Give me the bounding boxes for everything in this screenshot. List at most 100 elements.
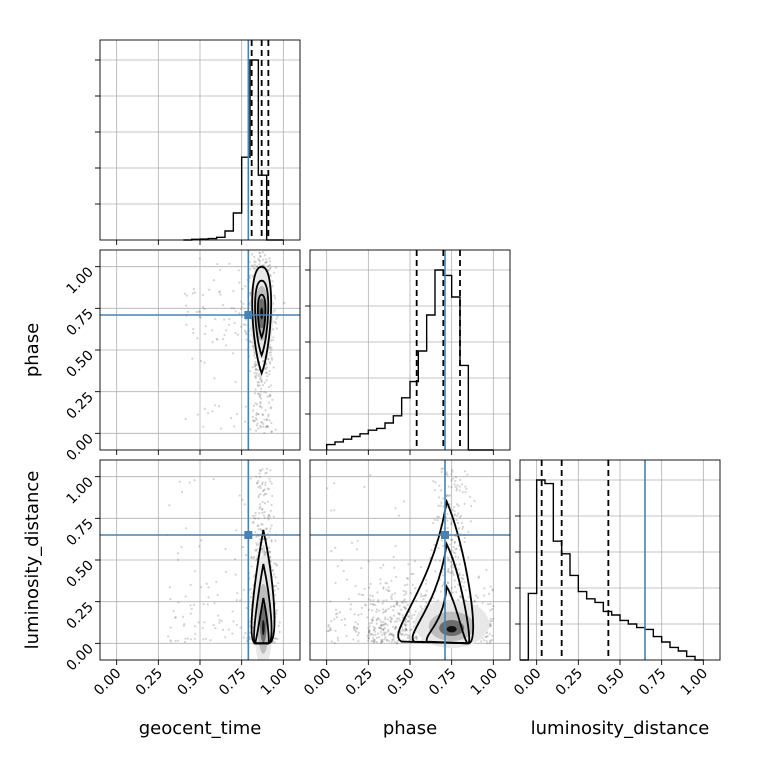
- sample-point: [265, 424, 268, 428]
- sample-point: [391, 634, 395, 637]
- sample-point: [382, 620, 385, 623]
- sample-point: [442, 574, 445, 577]
- sample-point: [257, 528, 260, 531]
- sample-point: [375, 619, 378, 622]
- sample-point: [251, 275, 254, 278]
- sample-point: [258, 469, 262, 472]
- sample-point: [442, 583, 445, 586]
- sample-point: [253, 263, 257, 266]
- sample-point: [476, 596, 479, 599]
- sample-point: [467, 530, 470, 534]
- sample-point: [269, 273, 272, 276]
- sample-point: [383, 634, 386, 637]
- sample-point: [389, 620, 393, 624]
- sample-point: [375, 622, 378, 625]
- sample-point: [489, 620, 492, 623]
- sample-point: [367, 639, 370, 642]
- sample-point: [261, 384, 265, 387]
- x-tick-label: 1.00: [258, 666, 291, 699]
- sample-point: [258, 373, 261, 376]
- sample-point: [352, 627, 356, 630]
- sample-point: [189, 612, 192, 615]
- sample-point: [211, 329, 214, 332]
- sample-point: [256, 524, 259, 527]
- sample-point: [267, 425, 270, 429]
- sample-point: [357, 631, 360, 635]
- sample-point: [466, 473, 469, 476]
- sample-point: [455, 489, 458, 492]
- sample-point: [368, 625, 371, 628]
- sample-point: [425, 601, 428, 604]
- sample-point: [345, 578, 348, 581]
- sample-point: [184, 637, 187, 640]
- sample-point: [254, 511, 257, 514]
- y-tick-label: 0.25: [63, 389, 96, 422]
- sample-point: [268, 257, 271, 260]
- sample-point: [239, 300, 243, 303]
- sample-point: [261, 547, 264, 550]
- sample-point: [258, 259, 262, 263]
- sample-point: [490, 638, 493, 642]
- sample-point: [265, 492, 268, 496]
- sample-point: [450, 586, 454, 589]
- sample-point: [233, 558, 237, 561]
- sample-point: [379, 566, 382, 569]
- sample-point: [489, 602, 492, 605]
- sample-point: [248, 631, 251, 634]
- x-tick-label: 0.00: [91, 666, 124, 699]
- sample-point: [262, 538, 265, 541]
- sample-point: [261, 468, 264, 471]
- sample-point: [256, 242, 258, 244]
- sample-point: [265, 258, 268, 261]
- sample-point: [452, 545, 455, 549]
- sample-point: [262, 494, 265, 497]
- xlabel-luminosity-distance: luminosity_distance: [531, 718, 710, 739]
- sample-point: [212, 477, 215, 481]
- sample-point: [382, 587, 385, 590]
- sample-point: [386, 618, 389, 621]
- sample-point: [449, 560, 452, 564]
- sample-point: [207, 596, 210, 599]
- sample-point: [357, 593, 360, 596]
- sample-point: [381, 638, 384, 642]
- sample-point: [384, 610, 387, 613]
- sample-point: [382, 563, 385, 567]
- sample-point: [174, 616, 177, 619]
- sample-point: [469, 495, 472, 498]
- sample-point: [355, 630, 358, 633]
- sample-point: [272, 515, 275, 518]
- sample-point: [390, 632, 394, 636]
- sample-point: [399, 633, 402, 636]
- sample-point: [488, 640, 492, 643]
- sample-point: [213, 602, 216, 605]
- sample-point: [259, 527, 262, 531]
- sample-point: [402, 599, 405, 602]
- x-tick-label: 0.75: [426, 666, 459, 699]
- x-tick-label: 0.75: [636, 666, 669, 699]
- sample-point: [253, 267, 256, 270]
- sample-point: [260, 378, 263, 381]
- sample-point: [457, 504, 460, 507]
- sample-point: [272, 366, 275, 369]
- sample-point: [259, 390, 262, 393]
- sample-point: [380, 633, 384, 636]
- sample-point: [460, 576, 463, 580]
- sample-point: [272, 336, 275, 339]
- sample-point: [395, 626, 398, 629]
- sample-point: [204, 637, 208, 640]
- sample-point: [364, 604, 367, 607]
- sample-point: [488, 632, 491, 636]
- sample-point: [491, 634, 494, 637]
- sample-point: [393, 605, 396, 608]
- sample-point: [257, 427, 260, 430]
- sample-point: [261, 413, 265, 417]
- sample-point: [390, 640, 393, 643]
- sample-point: [261, 413, 264, 416]
- sample-point: [228, 262, 231, 265]
- sample-point: [234, 331, 237, 335]
- sample-point: [263, 488, 266, 491]
- sample-point: [441, 467, 444, 470]
- sample-point: [274, 576, 277, 579]
- sample-point: [239, 626, 242, 629]
